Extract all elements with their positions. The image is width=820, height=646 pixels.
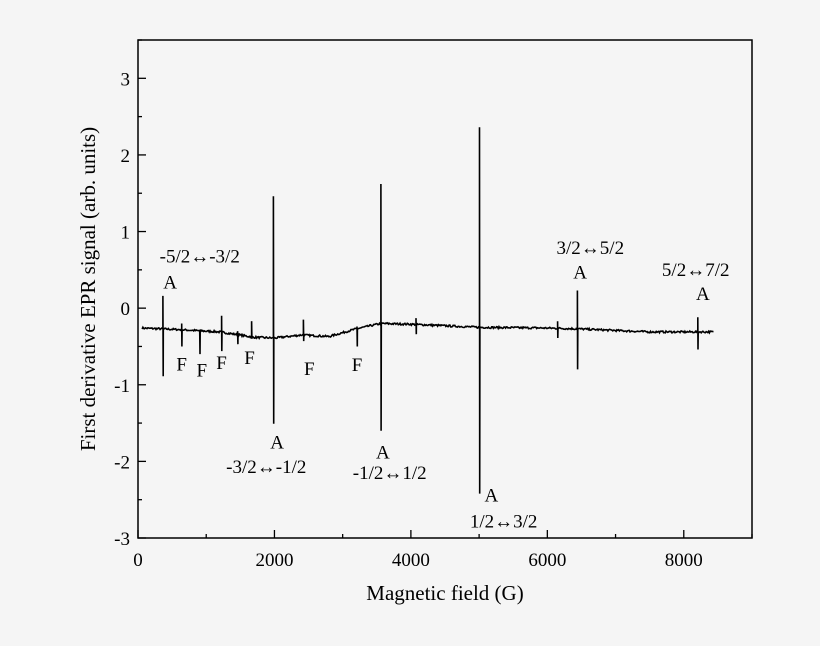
annotation-F: F — [352, 355, 363, 376]
epr-signal-trace — [141, 127, 714, 494]
transition-label: -5/2↔-3/2 — [160, 246, 240, 267]
y-tick-label: -1 — [114, 376, 130, 397]
x-axis-label: Magnetic field (G) — [366, 581, 523, 605]
annotations: -5/2↔-3/2AF F F FF FA-3/2↔-1/2A-1/2↔1/2A1/2↔… — [160, 238, 730, 533]
x-tick-label: 6000 — [528, 550, 566, 571]
annotation-A: A — [696, 284, 710, 305]
plot-frame — [137, 39, 753, 539]
annotation-A: A — [376, 442, 390, 463]
annotation-F: F — [244, 348, 255, 369]
y-tick-label: -3 — [114, 529, 130, 550]
y-tick-label: -2 — [114, 452, 130, 473]
transition-label: -3/2↔-1/2 — [226, 457, 306, 478]
annotation-F: F — [304, 359, 315, 380]
annotation-A: A — [485, 485, 499, 506]
x-tick-label: 2000 — [255, 550, 293, 571]
transition-label: 3/2↔5/2 — [557, 238, 625, 259]
annotation-F: F — [216, 353, 227, 374]
y-axis-label: First derivative EPR signal (arb. units) — [76, 127, 100, 451]
transition-label: -1/2↔1/2 — [353, 463, 427, 484]
annotation-A: A — [573, 262, 587, 283]
transition-label: 1/2↔3/2 — [470, 511, 538, 532]
annotation-F: F — [196, 360, 207, 381]
annotation-A: A — [163, 272, 177, 293]
y-tick-label: 2 — [121, 146, 131, 167]
x-tick-label: 4000 — [392, 550, 430, 571]
y-tick-label: 0 — [121, 299, 131, 320]
annotation-A: A — [270, 432, 284, 453]
transition-label: 5/2↔7/2 — [662, 260, 730, 281]
x-tick-label: 8000 — [665, 550, 703, 571]
annotation-F: F — [176, 354, 187, 375]
x-tick-label: 0 — [133, 550, 143, 571]
axis-ticks: 0 2000 4000 6000 8000 -3 -2 -1 0 1 2 3 — [114, 39, 753, 571]
y-tick-label: 3 — [121, 69, 131, 90]
y-tick-label: 1 — [121, 223, 131, 244]
